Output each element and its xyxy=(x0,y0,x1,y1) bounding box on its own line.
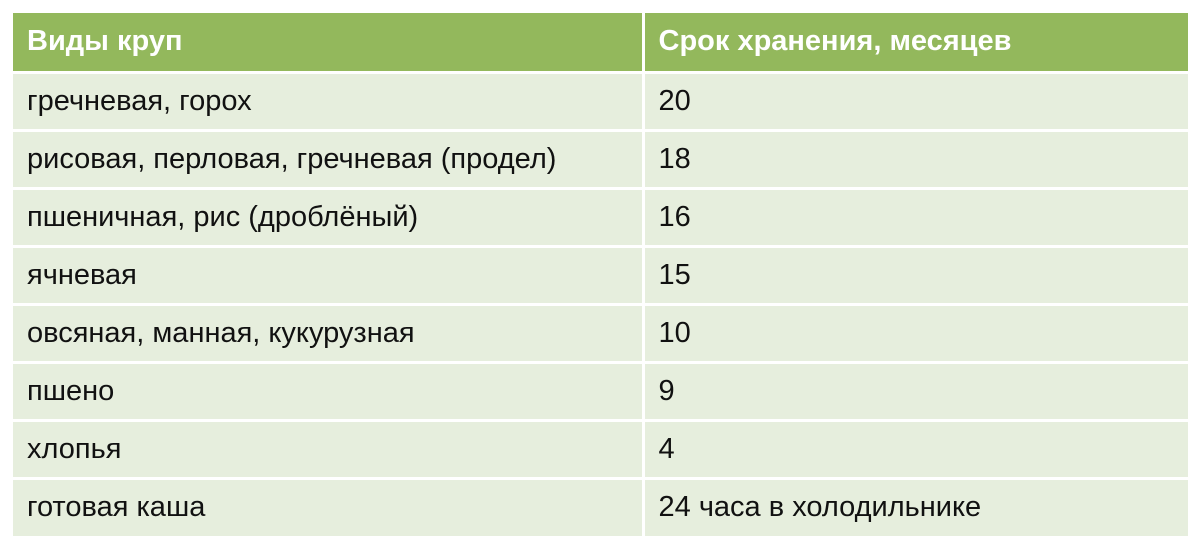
grain-type-cell: пшеничная, рис (дроблёный) xyxy=(13,188,645,246)
table-row: пшеничная, рис (дроблёный) 16 xyxy=(13,188,1188,246)
grain-type-cell: гречневая, горох xyxy=(13,72,645,130)
table-row: ячневая 15 xyxy=(13,246,1188,304)
table-row: рисовая, перловая, гречневая (продел) 18 xyxy=(13,130,1188,188)
table-row: готовая каша 24 часа в холодильнике xyxy=(13,478,1188,536)
header-grain-type: Виды круп xyxy=(13,13,645,72)
header-row: Виды круп Срок хранения, месяцев xyxy=(13,13,1188,72)
table-body: гречневая, горох 20 рисовая, перловая, г… xyxy=(13,72,1188,536)
table-row: пшено 9 xyxy=(13,362,1188,420)
storage-term-cell: 20 xyxy=(658,84,691,117)
storage-term-cell: 18 xyxy=(658,142,691,175)
storage-term-cell: 4 xyxy=(658,432,675,465)
storage-table-container: Виды круп Срок хранения, месяцев гречнев… xyxy=(13,13,1188,536)
table-row: хлопья 4 xyxy=(13,420,1188,478)
grain-storage-table: Виды круп Срок хранения, месяцев гречнев… xyxy=(13,13,1188,536)
table-row: овсяная, манная, кукурузная 10 xyxy=(13,304,1188,362)
grain-type-cell: готовая каша xyxy=(13,478,645,536)
table-header: Виды круп Срок хранения, месяцев xyxy=(13,13,1188,72)
storage-term-cell: 9 xyxy=(658,374,675,407)
header-storage-term: Срок хранения, месяцев xyxy=(658,25,1012,58)
storage-term-cell: 15 xyxy=(658,258,691,291)
storage-term-cell: 16 xyxy=(658,200,691,233)
grain-type-cell: хлопья xyxy=(13,420,645,478)
grain-type-cell: рисовая, перловая, гречневая (продел) xyxy=(13,130,645,188)
storage-term-cell: 24 часа в холодильнике xyxy=(658,491,982,524)
storage-term-cell: 10 xyxy=(658,316,691,349)
table-row: гречневая, горох 20 xyxy=(13,72,1188,130)
grain-type-cell: ячневая xyxy=(13,246,645,304)
grain-type-cell: пшено xyxy=(13,362,645,420)
grain-type-cell: овсяная, манная, кукурузная xyxy=(13,304,645,362)
